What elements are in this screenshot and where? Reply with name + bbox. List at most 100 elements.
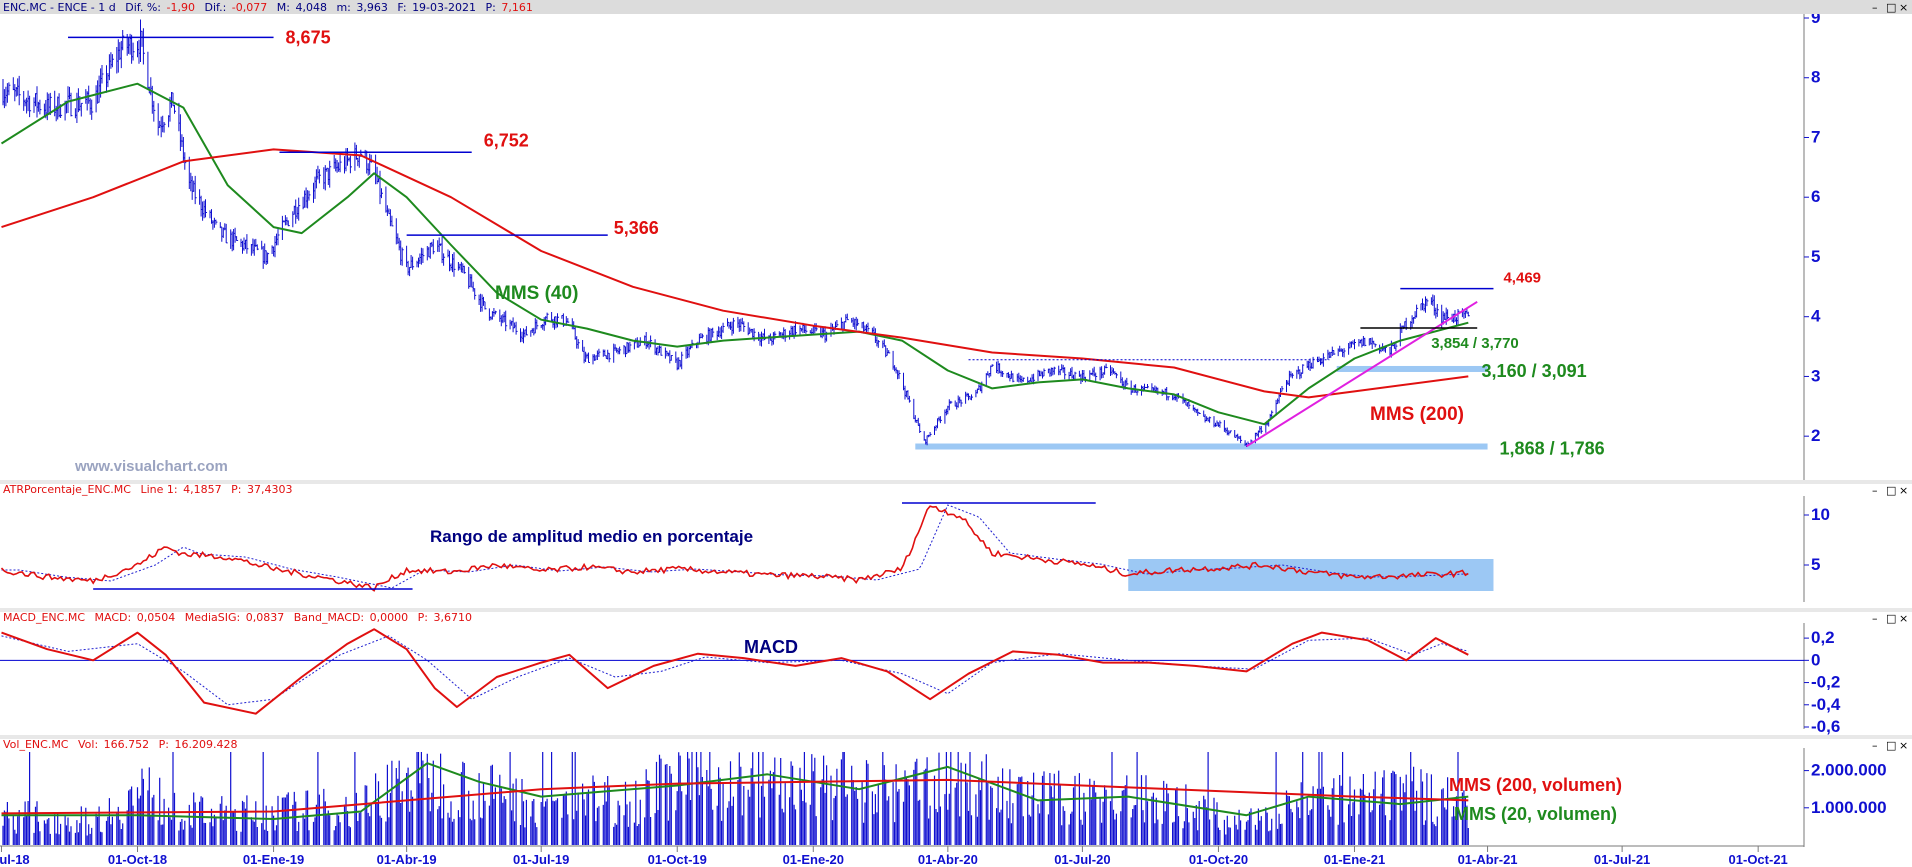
annotations-layer: 8,675 6,752 5,366 4,469 3,854 / 3,770 3,160 /… (68, 27, 1622, 824)
x-tick-label: 01-Ene-21 (1324, 852, 1385, 867)
y-tick-label: 10 (1811, 505, 1830, 524)
macd-line (1, 628, 1469, 715)
trendline (1245, 300, 1478, 448)
mms40-label: MMS (40) (495, 283, 578, 304)
max-value: 4,048 (295, 1, 327, 14)
axes-layer: 2 3 4 5 6 7 8 9 5 10 0,2 0 -0,2 -0,4 -0,6 1.000.000 2.00… (0, 8, 1887, 867)
panel-header-bg (0, 484, 1912, 498)
volume-p-value: 16.209.428 (175, 738, 238, 751)
macd-signal-line (1, 635, 1469, 706)
atr-p-value: 37,4303 (247, 483, 293, 496)
y-tick-label: 9 (1811, 8, 1820, 27)
close-button[interactable]: × (1899, 612, 1908, 625)
y-tick-label: -0,6 (1811, 717, 1840, 736)
x-tick-label: 01-Ene-19 (243, 852, 304, 867)
date-value: 19-03-2021 (412, 1, 476, 14)
maximize-button[interactable]: □ (1886, 739, 1896, 752)
level-label: 8,675 (286, 27, 331, 47)
mms200-label: MMS (200) (1370, 404, 1464, 425)
y-tick-label: 2 (1811, 426, 1820, 445)
close-button[interactable]: × (1899, 484, 1908, 497)
y-tick-label: 5 (1811, 555, 1820, 574)
x-tick-label: 01-Jul-18 (0, 852, 30, 867)
maximize-button[interactable]: □ (1886, 1, 1896, 14)
y-tick-label: 3 (1811, 366, 1820, 385)
mms200-line (1, 148, 1469, 399)
x-tick-label: 01-Jul-19 (513, 852, 569, 867)
minimize-button[interactable]: – (1872, 739, 1878, 752)
maximize-button[interactable]: □ (1886, 484, 1896, 497)
y-tick-label: 1.000.000 (1811, 798, 1887, 817)
svg-text:ATRPorcentaje_ENC.MC Lin: ATRPorcentaje_ENC.MC Line 1: 4,1857 P: 3… (3, 483, 292, 496)
y-tick-label: 8 (1811, 68, 1820, 87)
price-panel-header: ENC.MC - ENCE - 1 d Dif. %: -1,90 Dif.: … (0, 0, 1912, 14)
macd-indicator-name: MACD_ENC.MC (3, 611, 85, 624)
y-tick-label: 6 (1811, 187, 1820, 206)
x-tick-label: 01-Abr-20 (918, 852, 978, 867)
x-tick-label: 01-Jul-20 (1054, 852, 1110, 867)
atr-panel-header: ATRPorcentaje_ENC.MC Line 1: 4,1857 P: 3… (3, 483, 1908, 497)
level-label: 3,160 / 3,091 (1482, 361, 1587, 381)
symbol-label: ENC.MC - ENCE - 1 d (3, 1, 116, 14)
y-tick-label: 0 (1811, 650, 1820, 669)
y-tick-label: -0,4 (1811, 695, 1841, 714)
y-tick-label: 7 (1811, 127, 1820, 146)
support-zone (1336, 365, 1488, 372)
y-tick-label: -0,2 (1811, 673, 1840, 692)
volume-indicator-name: Vol_ENC.MC (3, 738, 69, 751)
volume-mms200-line (1, 778, 1469, 815)
macd-p-value: 3,6710 (433, 611, 472, 624)
price-bars (2, 19, 1470, 447)
volume-bars (2, 752, 1469, 845)
volume-mms20-label: MMS (20, volumen) (1454, 804, 1617, 824)
watermark: www.visualchart.com (74, 458, 228, 475)
minimize-button[interactable]: – (1872, 1, 1878, 14)
atr-line-value: 4,1857 (183, 483, 222, 496)
level-label: 4,469 (1503, 270, 1541, 287)
volume-mms20-line (1, 762, 1469, 820)
svg-text:Vol_ENC.MC Vol: 16: Vol_ENC.MC Vol: 166.752 P: 16.209.428 (3, 738, 237, 751)
plot-layer (0, 19, 1804, 845)
x-tick-label: 01-Ene-20 (783, 852, 844, 867)
level-label: 1,868 / 1,786 (1500, 439, 1605, 459)
x-tick-label: 01-Oct-19 (648, 852, 707, 867)
panel-header-bg (0, 612, 1912, 626)
x-tick-label: 01-Oct-21 (1729, 852, 1788, 867)
atr-zone (1128, 559, 1494, 591)
maximize-button[interactable]: □ (1886, 612, 1896, 625)
atr-line (0, 505, 1469, 592)
support-zone (915, 443, 1488, 450)
x-tick-label: 01-Abr-19 (377, 852, 437, 867)
y-tick-label: 0,2 (1811, 628, 1835, 647)
y-tick-label: 5 (1811, 247, 1820, 266)
svg-text:MACD_ENC.MC MACD:: MACD_ENC.MC MACD: 0,0504 MediaSIG: 0,083… (3, 611, 472, 624)
y-tick-label: 4 (1811, 307, 1821, 326)
close-button[interactable]: × (1899, 739, 1908, 752)
panel-backgrounds (0, 480, 1912, 753)
close-button[interactable]: × (1899, 1, 1908, 14)
volume-panel-header: Vol_ENC.MC Vol: 166.752 P: 16.209.428 – … (3, 738, 1908, 752)
x-tick-label: 01-Oct-18 (108, 852, 167, 867)
x-tick-label: 01-Oct-20 (1189, 852, 1248, 867)
panel-header-bg (0, 739, 1912, 753)
macd-panel-header: MACD_ENC.MC MACD: 0,0504 MediaSIG: 0,083… (3, 611, 1908, 625)
atr-title: Rango de amplitud medio en porcentaje (430, 527, 753, 546)
dif-pct-value: -1,90 (167, 1, 195, 14)
dif-value: -0,077 (232, 1, 267, 14)
macd-band-value: 0,0000 (370, 611, 409, 624)
minimize-button[interactable]: – (1872, 612, 1878, 625)
macd-sig-value: 0,0837 (246, 611, 285, 624)
x-tick-label: 01-Abr-21 (1458, 852, 1518, 867)
level-label: 6,752 (484, 130, 529, 150)
minimize-button[interactable]: – (1872, 484, 1878, 497)
volume-value: 166.752 (104, 738, 150, 751)
y-tick-label: 2.000.000 (1811, 761, 1887, 780)
volume-mms200-label: MMS (200, volumen) (1449, 775, 1622, 795)
min-value: 3,963 (356, 1, 388, 14)
macd-value: 0,0504 (137, 611, 176, 624)
macd-title: MACD (744, 637, 798, 657)
svg-text:ENC.MC - ENCE - 1 d Dif: ENC.MC - ENCE - 1 d Dif. %: -1,90 Dif.: … (3, 1, 533, 14)
mms40-line (0, 82, 1469, 426)
level-label: 3,854 / 3,770 (1431, 335, 1519, 352)
